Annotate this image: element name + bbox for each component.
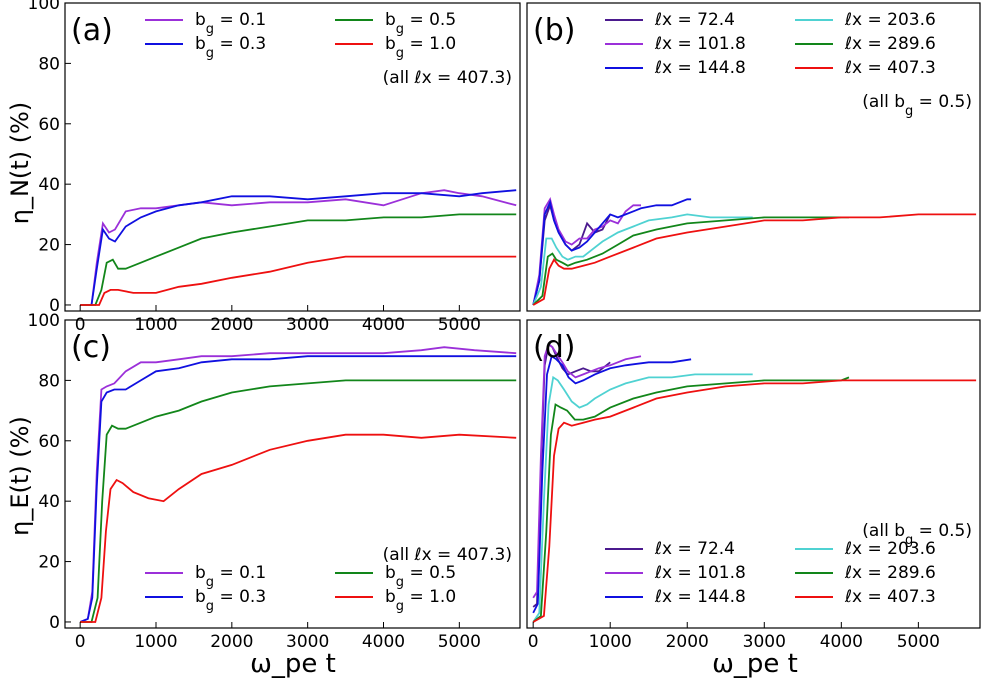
panel-d: 0 1000 2000 3000 4000 5000 (d) ℓx = 72.4 ℓx = 10… [526,319,981,652]
x-tick-label: 1000 [134,632,177,652]
series-line [532,196,641,306]
legend-label: ℓx = 144.8 [654,58,746,78]
x-tick-label: 0 [528,632,539,652]
x-tick-label: 4000 [362,315,405,335]
legend-label: ℓx = 407.3 [844,587,936,607]
y-tick-label: 100 [28,311,60,331]
panel-label: (a) [71,13,113,48]
y-tick-label: 0 [49,296,60,316]
top-row-y-axis-label: η_N(t) (%) [6,102,34,224]
series-line [79,355,517,623]
x-tick-label: 3000 [286,315,329,335]
series-line [532,354,692,614]
panel-note: (all ℓx = 407.3) [383,68,512,88]
legend-label: bg = 1.0 [385,34,456,61]
panel-label: (b) [533,13,575,48]
legend-label: bg = 0.1 [195,10,266,37]
x-tick-label: 2000 [666,632,709,652]
x-tick-label: 2000 [210,315,253,335]
legend-label: bg = 0.5 [385,10,456,37]
x-tick-label: 1000 [589,632,632,652]
panel-note: (all ℓx = 407.3) [383,545,512,565]
y-tick-label: 20 [38,553,60,573]
legend-label: ℓx = 144.8 [654,587,746,607]
legend-label: bg = 0.5 [385,563,456,590]
x-tick-label: 4000 [820,632,863,652]
series-line [80,213,517,306]
x-tick-label: 3000 [286,632,329,652]
y-tick-label: 20 [38,236,60,256]
series-line [80,255,517,306]
series-line [532,376,850,623]
series-line [532,213,753,306]
legend-label: ℓx = 289.6 [844,34,936,54]
legend-label: ℓx = 407.3 [844,58,936,78]
x-tick-label: 5000 [897,632,940,652]
x-tick-label: 5000 [438,632,481,652]
y-tick-label: 80 [38,371,60,391]
x-tick-label: 5000 [438,315,481,335]
series-line [532,198,692,306]
legend-label: bg = 0.3 [195,34,266,61]
x-tick-label: 1000 [134,315,177,335]
legend-label: ℓx = 101.8 [654,563,746,583]
x-tick-label: 0 [75,632,86,652]
legend: bg = 0.1bg = 0.3 bg = 0.5bg = 1.0 [145,563,456,614]
legend-label: bg = 0.3 [195,587,266,614]
plot-frame [64,2,521,312]
y-tick-label: 100 [28,0,60,14]
series-line [80,189,517,306]
series-line [532,379,977,623]
bottom-row-y-axis-label: η_E(t) (%) [6,416,34,536]
plot-frame [526,2,981,312]
x-tick-label: 3000 [743,632,786,652]
plot-frame [526,319,981,629]
legend: bg = 0.1bg = 0.3 bg = 0.5bg = 1.0 [145,10,456,61]
y-tick-label: 40 [38,492,60,512]
panel-note: (all bg = 0.5) [862,521,972,548]
series-line [532,342,642,599]
panel-label: (d) [533,330,575,365]
legend-label: bg = 1.0 [385,587,456,614]
x-tick-label: 2000 [210,632,253,652]
y-tick-label: 40 [38,175,60,195]
x-axis-label: ω_pe t [250,649,336,679]
x-axis-label-right: ω_pe t [712,649,798,679]
legend-label: ℓx = 203.6 [844,539,936,559]
legend-label: ℓx = 72.4 [654,10,735,30]
plot-frame [64,319,521,629]
legend-label: bg = 0.1 [195,563,266,590]
panel-a: 0 1000 2000 3000 4000 5000 0 20 40 60 80 100 (a) bg =… [28,0,521,335]
series-line [532,213,977,306]
series-line [80,379,517,623]
x-tick-label: 0 [75,315,86,335]
legend-label: ℓx = 72.4 [654,539,735,559]
legend: ℓx = 72.4 ℓx = 101.8 ℓx = 144.8 ℓx = 203.6 ℓ… [605,539,936,607]
panel-note: (all bg = 0.5) [862,92,972,119]
panel-label: (c) [71,330,111,365]
y-tick-label: 60 [38,115,60,135]
y-tick-label: 80 [38,54,60,74]
legend: ℓx = 72.4 ℓx = 101.8 ℓx = 144.8 ℓx = 203.6 ℓ… [605,10,936,78]
series-line [532,216,849,306]
legend-label: ℓx = 101.8 [654,34,746,54]
series-line [532,373,753,623]
y-tick-label: 60 [38,432,60,452]
panel-b: (b) ℓx = 72.4 ℓx = 101.8 ℓx = 144.8 ℓx = 203… [526,2,981,312]
legend-label: ℓx = 203.6 [844,10,936,30]
series-line [80,189,517,306]
y-tick-label: 0 [49,613,60,633]
panel-c: 0 1000 2000 3000 4000 5000 0 20 40 60 80 100 (c) bg =… [28,311,521,652]
x-tick-label: 4000 [362,632,405,652]
series-line [80,433,517,623]
legend-label: ℓx = 289.6 [844,563,936,583]
